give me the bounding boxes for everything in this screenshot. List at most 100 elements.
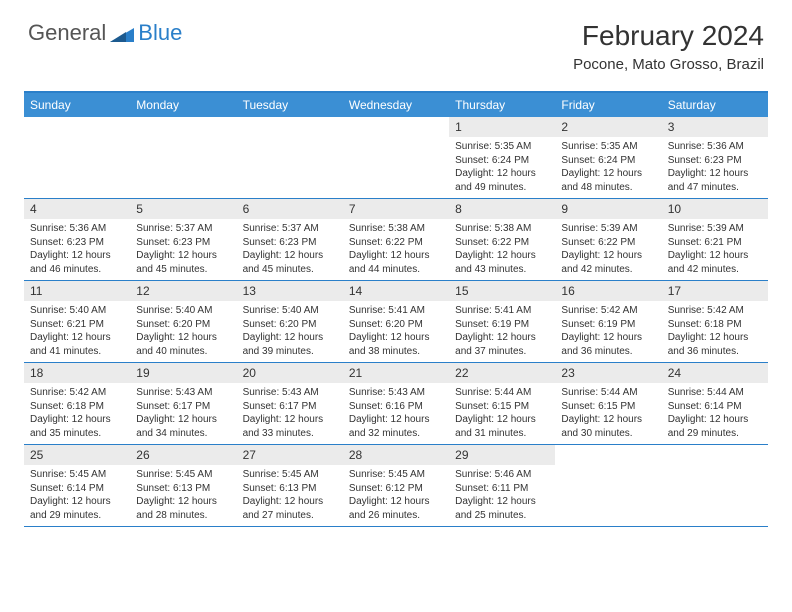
sunset-text: Sunset: 6:18 PM: [668, 318, 762, 332]
calendar-cell: [130, 117, 236, 198]
day-details: Sunrise: 5:44 AMSunset: 6:14 PMDaylight:…: [662, 383, 768, 444]
daylight-text: Daylight: 12 hours and 45 minutes.: [243, 249, 337, 276]
sunset-text: Sunset: 6:20 PM: [136, 318, 230, 332]
calendar-cell: 1Sunrise: 5:35 AMSunset: 6:24 PMDaylight…: [449, 117, 555, 198]
sunrise-text: Sunrise: 5:45 AM: [30, 468, 124, 482]
calendar-cell: 3Sunrise: 5:36 AMSunset: 6:23 PMDaylight…: [662, 117, 768, 198]
day-number: 29: [449, 445, 555, 465]
sunset-text: Sunset: 6:23 PM: [136, 236, 230, 250]
calendar-cell: [555, 445, 661, 526]
day-number: 26: [130, 445, 236, 465]
daylight-text: Daylight: 12 hours and 27 minutes.: [243, 495, 337, 522]
day-details: Sunrise: 5:45 AMSunset: 6:12 PMDaylight:…: [343, 465, 449, 526]
calendar-cell: 2Sunrise: 5:35 AMSunset: 6:24 PMDaylight…: [555, 117, 661, 198]
calendar-cell: 4Sunrise: 5:36 AMSunset: 6:23 PMDaylight…: [24, 199, 130, 280]
day-details: Sunrise: 5:45 AMSunset: 6:13 PMDaylight:…: [237, 465, 343, 526]
calendar-cell: 27Sunrise: 5:45 AMSunset: 6:13 PMDayligh…: [237, 445, 343, 526]
sunrise-text: Sunrise: 5:36 AM: [30, 222, 124, 236]
sunset-text: Sunset: 6:24 PM: [455, 154, 549, 168]
calendar-cell: 10Sunrise: 5:39 AMSunset: 6:21 PMDayligh…: [662, 199, 768, 280]
logo-text-blue: Blue: [138, 20, 182, 46]
calendar-cell: 18Sunrise: 5:42 AMSunset: 6:18 PMDayligh…: [24, 363, 130, 444]
calendar-cell: 9Sunrise: 5:39 AMSunset: 6:22 PMDaylight…: [555, 199, 661, 280]
sunset-text: Sunset: 6:14 PM: [30, 482, 124, 496]
day-details: Sunrise: 5:35 AMSunset: 6:24 PMDaylight:…: [555, 137, 661, 198]
day-number: 24: [662, 363, 768, 383]
sunset-text: Sunset: 6:23 PM: [30, 236, 124, 250]
day-number: 2: [555, 117, 661, 137]
day-details: Sunrise: 5:38 AMSunset: 6:22 PMDaylight:…: [449, 219, 555, 280]
day-details: Sunrise: 5:43 AMSunset: 6:16 PMDaylight:…: [343, 383, 449, 444]
sunrise-text: Sunrise: 5:35 AM: [561, 140, 655, 154]
logo-triangle-icon: [110, 24, 134, 42]
sunrise-text: Sunrise: 5:41 AM: [349, 304, 443, 318]
sunrise-text: Sunrise: 5:43 AM: [136, 386, 230, 400]
calendar-cell: [24, 117, 130, 198]
sunset-text: Sunset: 6:16 PM: [349, 400, 443, 414]
day-number: 21: [343, 363, 449, 383]
sunset-text: Sunset: 6:12 PM: [349, 482, 443, 496]
sunrise-text: Sunrise: 5:44 AM: [561, 386, 655, 400]
day-number: 18: [24, 363, 130, 383]
day-details: Sunrise: 5:39 AMSunset: 6:22 PMDaylight:…: [555, 219, 661, 280]
day-number: 4: [24, 199, 130, 219]
sunset-text: Sunset: 6:22 PM: [561, 236, 655, 250]
daylight-text: Daylight: 12 hours and 39 minutes.: [243, 331, 337, 358]
daylight-text: Daylight: 12 hours and 29 minutes.: [30, 495, 124, 522]
day-number: 25: [24, 445, 130, 465]
sunset-text: Sunset: 6:15 PM: [561, 400, 655, 414]
day-details: Sunrise: 5:42 AMSunset: 6:19 PMDaylight:…: [555, 301, 661, 362]
calendar-cell: 5Sunrise: 5:37 AMSunset: 6:23 PMDaylight…: [130, 199, 236, 280]
calendar-cell: 14Sunrise: 5:41 AMSunset: 6:20 PMDayligh…: [343, 281, 449, 362]
daylight-text: Daylight: 12 hours and 43 minutes.: [455, 249, 549, 276]
day-header-wed: Wednesday: [343, 93, 449, 117]
calendar-cell: 16Sunrise: 5:42 AMSunset: 6:19 PMDayligh…: [555, 281, 661, 362]
sunset-text: Sunset: 6:17 PM: [136, 400, 230, 414]
calendar-cell: [662, 445, 768, 526]
daylight-text: Daylight: 12 hours and 49 minutes.: [455, 167, 549, 194]
sunset-text: Sunset: 6:19 PM: [455, 318, 549, 332]
sunrise-text: Sunrise: 5:42 AM: [30, 386, 124, 400]
day-details: Sunrise: 5:36 AMSunset: 6:23 PMDaylight:…: [662, 137, 768, 198]
day-number: 28: [343, 445, 449, 465]
sunrise-text: Sunrise: 5:40 AM: [243, 304, 337, 318]
daylight-text: Daylight: 12 hours and 38 minutes.: [349, 331, 443, 358]
day-number: 3: [662, 117, 768, 137]
sunrise-text: Sunrise: 5:43 AM: [349, 386, 443, 400]
calendar-cell: 24Sunrise: 5:44 AMSunset: 6:14 PMDayligh…: [662, 363, 768, 444]
daylight-text: Daylight: 12 hours and 36 minutes.: [561, 331, 655, 358]
calendar-cell: 7Sunrise: 5:38 AMSunset: 6:22 PMDaylight…: [343, 199, 449, 280]
day-details: Sunrise: 5:35 AMSunset: 6:24 PMDaylight:…: [449, 137, 555, 198]
day-number: 22: [449, 363, 555, 383]
sunrise-text: Sunrise: 5:44 AM: [455, 386, 549, 400]
day-number: 13: [237, 281, 343, 301]
sunset-text: Sunset: 6:23 PM: [668, 154, 762, 168]
day-header-tue: Tuesday: [237, 93, 343, 117]
sunset-text: Sunset: 6:21 PM: [30, 318, 124, 332]
daylight-text: Daylight: 12 hours and 41 minutes.: [30, 331, 124, 358]
day-number: 14: [343, 281, 449, 301]
daylight-text: Daylight: 12 hours and 34 minutes.: [136, 413, 230, 440]
title-block: February 2024 Pocone, Mato Grosso, Brazi…: [573, 20, 764, 73]
sunrise-text: Sunrise: 5:37 AM: [136, 222, 230, 236]
week-row: 1Sunrise: 5:35 AMSunset: 6:24 PMDaylight…: [24, 117, 768, 199]
day-details: Sunrise: 5:41 AMSunset: 6:20 PMDaylight:…: [343, 301, 449, 362]
day-number: 11: [24, 281, 130, 301]
day-number: 10: [662, 199, 768, 219]
sunrise-text: Sunrise: 5:36 AM: [668, 140, 762, 154]
sunset-text: Sunset: 6:13 PM: [136, 482, 230, 496]
day-details: Sunrise: 5:41 AMSunset: 6:19 PMDaylight:…: [449, 301, 555, 362]
calendar-cell: 23Sunrise: 5:44 AMSunset: 6:15 PMDayligh…: [555, 363, 661, 444]
sunrise-text: Sunrise: 5:35 AM: [455, 140, 549, 154]
sunrise-text: Sunrise: 5:45 AM: [349, 468, 443, 482]
day-number: 15: [449, 281, 555, 301]
daylight-text: Daylight: 12 hours and 46 minutes.: [30, 249, 124, 276]
day-details: Sunrise: 5:36 AMSunset: 6:23 PMDaylight:…: [24, 219, 130, 280]
day-number: 1: [449, 117, 555, 137]
sunrise-text: Sunrise: 5:39 AM: [668, 222, 762, 236]
calendar-cell: 6Sunrise: 5:37 AMSunset: 6:23 PMDaylight…: [237, 199, 343, 280]
calendar-cell: 17Sunrise: 5:42 AMSunset: 6:18 PMDayligh…: [662, 281, 768, 362]
day-header-mon: Monday: [130, 93, 236, 117]
day-details: Sunrise: 5:37 AMSunset: 6:23 PMDaylight:…: [130, 219, 236, 280]
daylight-text: Daylight: 12 hours and 40 minutes.: [136, 331, 230, 358]
